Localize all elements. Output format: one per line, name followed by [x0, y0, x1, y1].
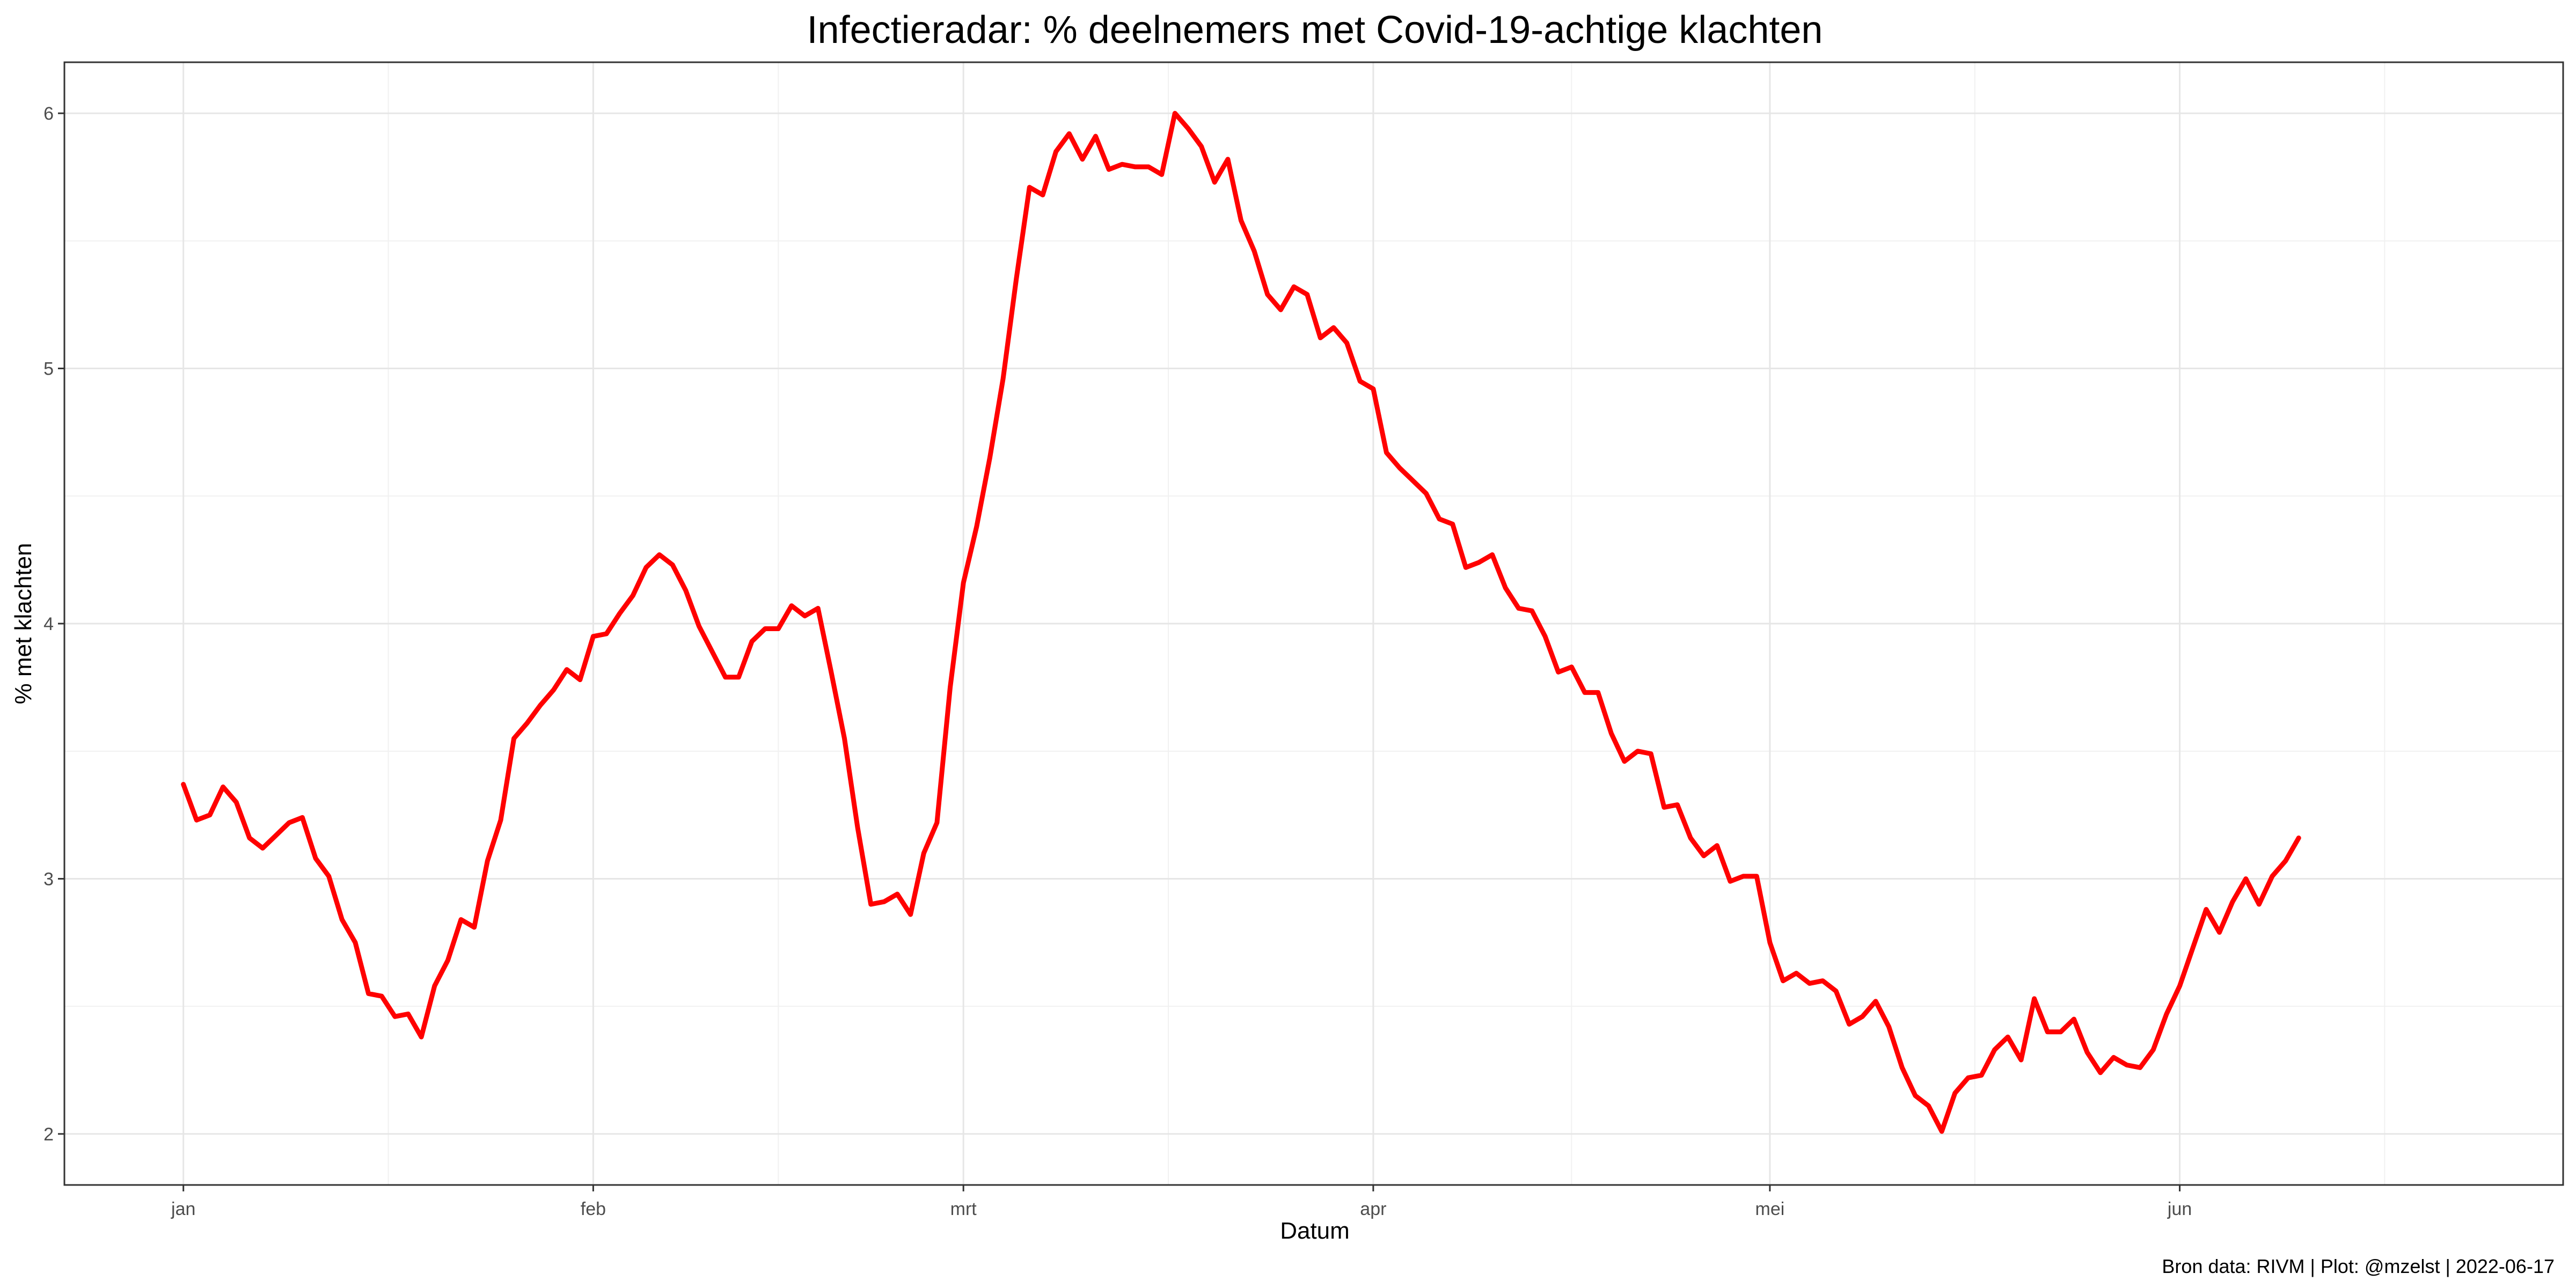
series-layer [181, 111, 2301, 1134]
x-tick-label: jan [171, 1199, 195, 1219]
y-axis: 2 3 4 5 6 [43, 104, 64, 1145]
x-tick-label: mrt [950, 1199, 977, 1219]
major-gridlines [64, 62, 2563, 1185]
x-axis: jan feb mrt apr mei jun [171, 1185, 2192, 1219]
x-tick-label: mei [1755, 1199, 1785, 1219]
x-tick-label: jun [2167, 1199, 2192, 1219]
y-tick-label: 3 [43, 869, 54, 889]
source-caption: Bron data: RIVM | Plot: @mzelst | 2022-0… [2162, 1255, 2555, 1277]
x-tick-label: feb [581, 1199, 606, 1219]
series-line [181, 111, 2301, 1134]
chart-title: Infectieradar: % deelnemers met Covid-19… [807, 9, 1823, 52]
y-tick-label: 5 [43, 359, 54, 379]
x-tick-label: apr [1360, 1199, 1386, 1219]
y-tick-label: 2 [43, 1124, 54, 1145]
x-axis-label: Datum [1280, 1218, 1350, 1244]
y-tick-label: 6 [43, 104, 54, 124]
y-tick-label: 4 [43, 614, 54, 634]
y-axis-label: % met klachten [10, 543, 36, 705]
